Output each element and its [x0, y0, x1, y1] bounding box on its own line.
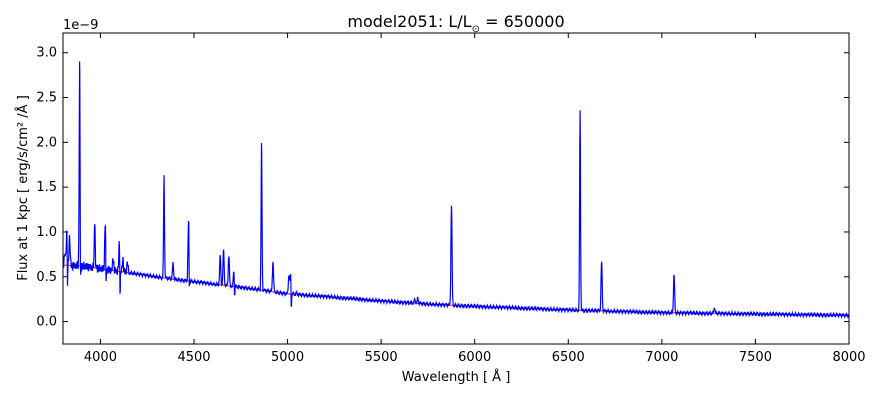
continuum-series-line: [62, 264, 849, 316]
series-layer: [62, 61, 850, 320]
chart-title-subscript: ⊙: [472, 24, 480, 35]
chart-title-suffix: = 650000: [480, 12, 565, 31]
y-tick-label: 3.0: [36, 46, 57, 61]
y-tick-label: 2.0: [36, 135, 57, 150]
x-tick-label: 5500: [365, 350, 398, 365]
y-offset-label: 1e−9: [63, 18, 98, 33]
axis-ticks: 4000 4500 5000 5500 6000 6500 7000 7500 8000 0.0 0…: [36, 33, 866, 365]
plot-area-frame: [62, 32, 850, 345]
x-tick-label: 4500: [177, 350, 210, 365]
x-tick-label: 6500: [552, 350, 585, 365]
y-tick-label: 2.5: [36, 91, 57, 106]
x-tick-label: 7000: [645, 350, 678, 365]
x-tick-label: 4000: [84, 350, 117, 365]
x-tick-label: 6000: [458, 350, 491, 365]
y-axis-label: Flux at 1 kpc [ erg/s/cm² /Å ]: [15, 95, 31, 281]
y-tick-label: 0.0: [36, 315, 57, 330]
y-tick-label: 0.5: [36, 270, 57, 285]
x-tick-label: 7500: [739, 350, 772, 365]
y-tick-label: 1.0: [36, 225, 57, 240]
y-tick-label: 1.5: [36, 180, 57, 195]
x-tick-label: 8000: [832, 350, 865, 365]
chart-title: model2051: L/L⊙ = 650000: [347, 12, 564, 35]
x-axis-label: Wavelength [ Å ]: [402, 369, 511, 385]
spectrum-series-line: [62, 61, 850, 320]
x-tick-label: 5000: [271, 350, 304, 365]
